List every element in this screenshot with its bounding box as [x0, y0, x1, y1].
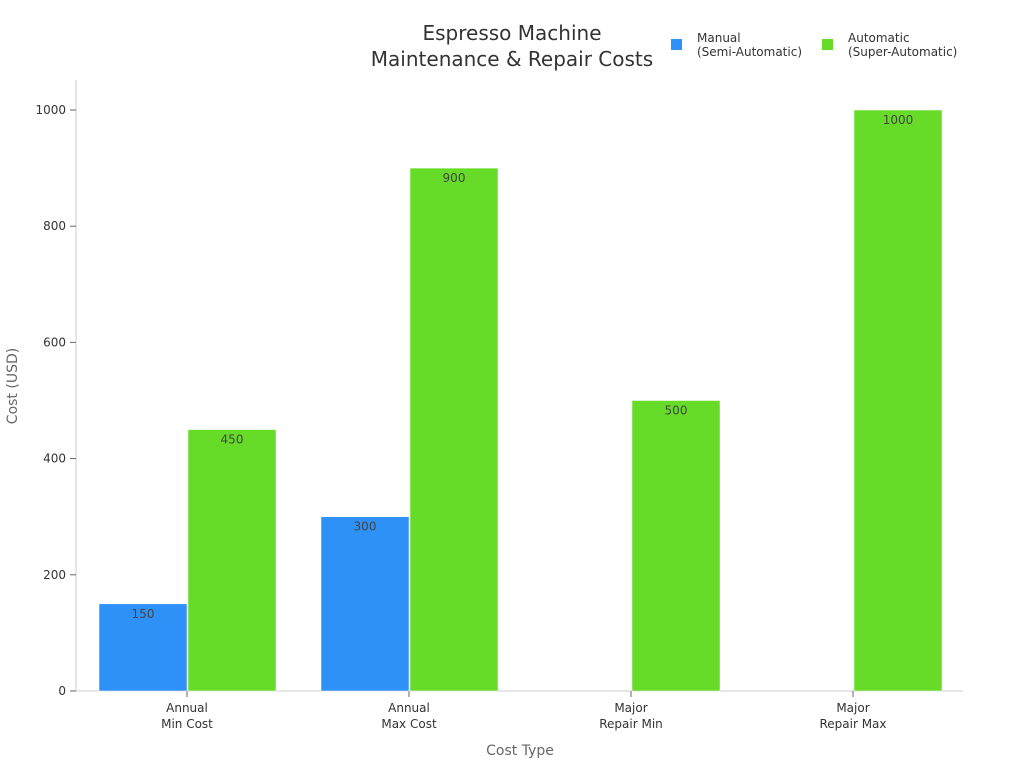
- x-axis-label: Cost Type: [486, 743, 554, 759]
- y-tick-label: 1000: [35, 103, 66, 117]
- x-tick-label: Repair Min: [599, 717, 663, 731]
- data-label: 450: [221, 433, 244, 447]
- data-label: 900: [443, 171, 466, 185]
- y-tick-label: 800: [43, 219, 66, 233]
- legend-label: (Super-Automatic): [848, 45, 957, 59]
- chart-title-line2: Maintenance & Repair Costs: [371, 47, 653, 71]
- x-tick-label: Major: [836, 701, 869, 715]
- legend-swatch: [822, 39, 833, 50]
- x-tick-label: Major: [614, 701, 647, 715]
- bar: [98, 603, 188, 692]
- bar: [187, 429, 277, 692]
- bar: [853, 109, 943, 692]
- axes: 0 200 400 600 800 1000 Annual Min Cost Annual Max…: [35, 80, 963, 731]
- legend-label: (Semi-Automatic): [697, 45, 802, 59]
- legend-label: Automatic: [848, 31, 910, 45]
- bar: [409, 167, 499, 692]
- y-tick-label: 200: [43, 568, 66, 582]
- data-label: 1000: [883, 113, 914, 127]
- x-tick-label: Annual: [388, 701, 430, 715]
- legend-swatch: [671, 39, 682, 50]
- x-tick-label: Min Cost: [161, 717, 213, 731]
- y-tick-label: 600: [43, 335, 66, 349]
- x-tick-label: Annual: [166, 701, 208, 715]
- y-axis-label: Cost (USD): [5, 348, 21, 424]
- x-tick-label: Repair Max: [819, 717, 886, 731]
- x-tick-label: Max Cost: [381, 717, 437, 731]
- bar: [320, 516, 410, 692]
- legend: Manual(Semi-Automatic) Automatic(Super-Au…: [671, 31, 957, 59]
- data-label: 150: [132, 607, 155, 621]
- legend-label: Manual: [697, 31, 741, 45]
- bar: [631, 400, 721, 692]
- bars: 150 300 450 900 500 1000: [98, 109, 943, 692]
- data-label: 500: [665, 404, 688, 418]
- chart-title-line1: Espresso Machine: [423, 21, 602, 45]
- y-tick-label: 400: [43, 452, 66, 466]
- y-tick-label: 0: [58, 684, 66, 698]
- data-label: 300: [354, 520, 377, 534]
